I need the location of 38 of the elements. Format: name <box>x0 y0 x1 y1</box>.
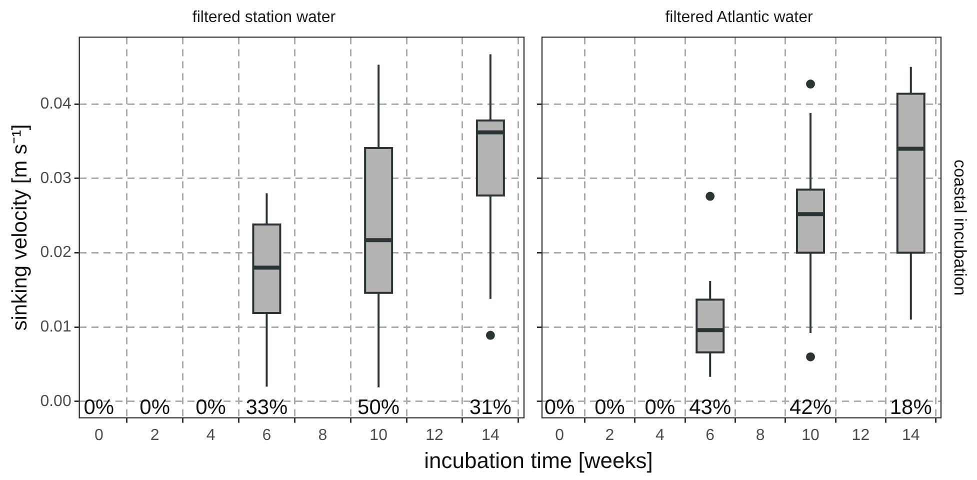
x-tick-label: 8 <box>756 426 765 444</box>
annotation: 43% <box>689 396 732 419</box>
x-tick-label: 14 <box>902 426 920 444</box>
annotation: 31% <box>469 396 512 419</box>
chart-title: filtered Atlantic water <box>665 9 814 26</box>
x-tick-label: 10 <box>802 426 820 444</box>
x-tick-label: 6 <box>262 426 272 444</box>
annotation: 18% <box>890 396 932 419</box>
x-tick-label: 14 <box>482 426 500 444</box>
x-tick-label: 2 <box>605 426 614 444</box>
annotation: 0% <box>84 396 114 419</box>
annotation: 42% <box>789 396 832 419</box>
text: coastal incubation <box>950 159 970 296</box>
x-tick-label: 0 <box>555 426 564 444</box>
annotation: 0% <box>196 396 226 419</box>
y-tick-label: 0.00 <box>40 392 72 410</box>
annotation: 50% <box>358 396 400 419</box>
y-tick-label: 0.02 <box>40 244 72 262</box>
x-tick-label: 2 <box>150 426 160 444</box>
x-axis-title: incubation time [weeks] <box>423 448 654 474</box>
x-tick-label: 6 <box>706 426 715 444</box>
x-tick-label: 12 <box>852 426 870 444</box>
annotation: 0% <box>140 396 170 419</box>
x-tick-label: 4 <box>206 426 216 444</box>
y-axis-title: sinking velocity [m s⁻¹] <box>8 124 32 331</box>
annotation: 0% <box>594 396 625 419</box>
x-tick-label: 10 <box>370 426 388 444</box>
annotation: 33% <box>246 396 288 419</box>
y-tick-label: 0.04 <box>40 96 72 113</box>
x-tick-label: 4 <box>655 426 664 444</box>
x-tick-label: 0 <box>94 426 104 444</box>
annotation: 0% <box>544 396 575 419</box>
x-tick-label: 12 <box>426 426 444 444</box>
chart-title: filtered station water <box>192 9 336 26</box>
annotation: 0% <box>644 396 676 419</box>
x-tick-label: 8 <box>318 426 328 444</box>
y-tick-label: 0.03 <box>40 170 72 187</box>
y-tick-label: 0.01 <box>40 318 72 336</box>
